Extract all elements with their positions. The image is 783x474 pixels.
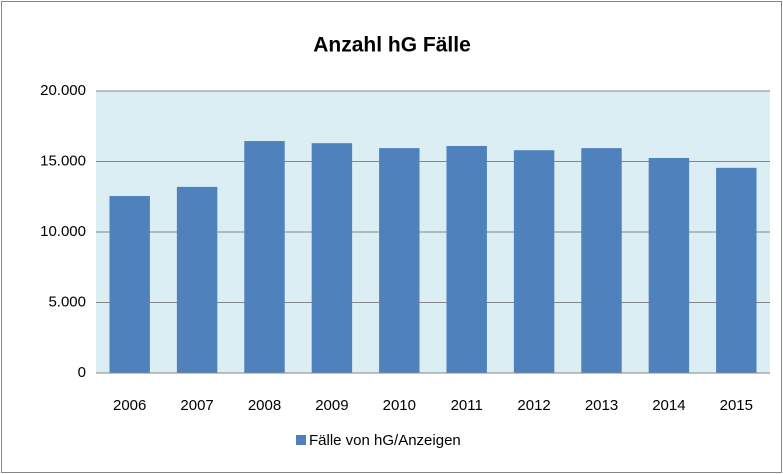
- y-tick-label: 0: [78, 364, 86, 381]
- x-tick-label: 2008: [248, 397, 281, 414]
- x-tick-label: 2011: [451, 397, 483, 414]
- y-tick-label: 15.000: [40, 152, 86, 169]
- y-tick-label: 10.000: [40, 223, 86, 240]
- x-tick-label: 2007: [180, 397, 213, 414]
- bar: [446, 145, 487, 373]
- bar: [513, 150, 555, 373]
- x-tick-label: 2014: [652, 397, 685, 414]
- bar: [109, 196, 150, 373]
- x-tick-label: 2015: [720, 397, 753, 414]
- bar: [581, 148, 622, 373]
- y-tick-label: 5.000: [48, 293, 86, 310]
- x-tick-label: 2010: [383, 397, 416, 414]
- bar: [244, 141, 285, 373]
- legend-label: Fälle von hG/Anzeigen: [309, 432, 461, 449]
- y-tick-label: 20.000: [40, 82, 86, 99]
- x-tick-label: 2012: [517, 397, 550, 414]
- x-tick-label: 2006: [113, 397, 146, 414]
- legend-swatch: [296, 435, 306, 445]
- x-tick-label: 2009: [315, 397, 348, 414]
- bar: [176, 186, 218, 373]
- bar: [311, 143, 353, 373]
- bar: [379, 148, 420, 373]
- x-tick-label: 2013: [585, 397, 618, 414]
- bar: [648, 157, 690, 373]
- chart-title: Anzahl hG Fälle: [313, 34, 471, 57]
- bar: [716, 167, 757, 373]
